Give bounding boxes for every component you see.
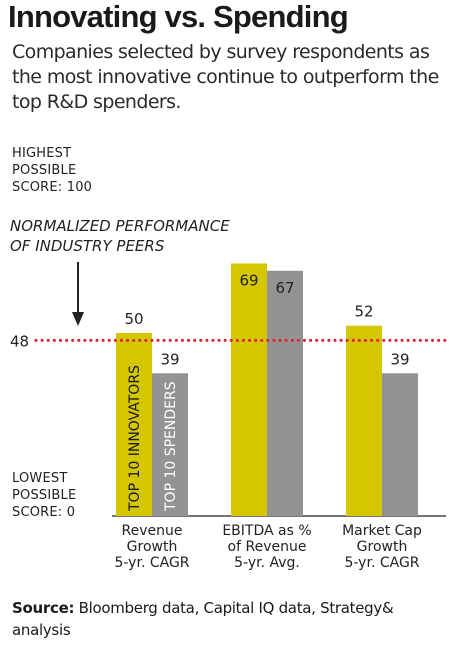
labels-layer: 50 TOP 10 INNOVATORS 39 TOP 10 SPENDERS Reve…: [114, 271, 422, 571]
reference-arrow: [72, 262, 84, 326]
y-bottom-label-line: SCORE: 0: [12, 505, 75, 520]
category-label: Growth: [127, 539, 178, 555]
reference-annotation-line: OF INDUSTRY PEERS: [10, 237, 165, 255]
y-top-label-line: HIGHEST: [12, 146, 71, 161]
reference-annotation-line: NORMALIZED PERFORMANCE: [10, 217, 230, 235]
bar: [267, 270, 303, 516]
y-top-label-line: POSSIBLE: [12, 163, 76, 178]
y-bottom-label-line: LOWEST: [12, 471, 67, 486]
category-label: EBITDA as %: [222, 523, 311, 539]
bar-chart: HIGHEST POSSIBLE SCORE: 100 NORMALIZED P…: [10, 146, 448, 571]
bar-value-label: 67: [275, 279, 294, 297]
bar-value-label: 52: [354, 303, 373, 321]
bar: [116, 333, 152, 516]
bar-value-label: 50: [124, 310, 143, 328]
chart-title: Innovating vs. Spending: [8, 0, 349, 34]
series-label: TOP 10 INNOVATORS: [127, 365, 143, 512]
series-label: TOP 10 SPENDERS: [163, 381, 179, 512]
bar: [346, 325, 382, 516]
y-bottom-label: LOWEST POSSIBLE SCORE: 0: [12, 471, 76, 520]
reference-line-layer: 48: [10, 332, 448, 350]
y-bottom-label-line: POSSIBLE: [12, 488, 76, 503]
y-top-label: HIGHEST POSSIBLE SCORE: 100: [12, 146, 92, 195]
category-label: Revenue: [122, 523, 183, 539]
source-note: Source: Bloomberg data, Capital IQ data,…: [12, 597, 452, 641]
category-label: 5-yr. CAGR: [344, 555, 419, 571]
bar: [382, 373, 418, 516]
category-label: Market Cap: [342, 523, 422, 539]
category-label: 5-yr. Avg.: [234, 555, 300, 571]
bars-layer: [112, 263, 446, 517]
reference-arrow-head: [72, 312, 84, 326]
source-label: Source:: [12, 599, 75, 617]
category-label: of Revenue: [228, 539, 307, 555]
category-label: 5-yr. CAGR: [114, 555, 189, 571]
bar-value-label: 39: [390, 350, 409, 368]
chart-subtitle: Companies selected by survey respondents…: [12, 41, 439, 113]
reference-annotation: NORMALIZED PERFORMANCE OF INDUSTRY PEERS: [10, 217, 230, 255]
category-label: Growth: [357, 539, 408, 555]
reference-value-label: 48: [10, 332, 29, 350]
bar: [152, 373, 188, 516]
source-text: Bloomberg data, Capital IQ data, Strateg…: [12, 599, 394, 639]
bar: [231, 263, 267, 516]
bar-value-label: 69: [239, 271, 258, 289]
y-top-label-line: SCORE: 100: [12, 180, 92, 195]
bar-value-label: 39: [160, 350, 179, 368]
